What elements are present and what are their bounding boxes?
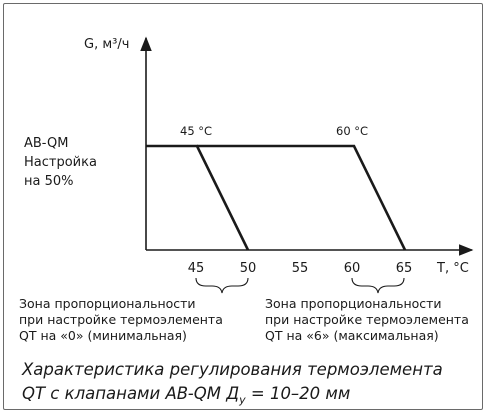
diagram-caption: Характеристика регулирования термоэлемен… [22,358,482,412]
zone-left-line: QT на «0» (минимальная) [19,328,187,343]
caption-subscript: у [239,393,246,407]
setting-label-line-1: AB-QM [24,136,68,151]
line-label-left: 45 °C [180,124,212,138]
characteristic-line-right [197,144,407,251]
y-axis-label: G, м³/ч [84,37,129,52]
x-tick-label: 60 [344,261,361,276]
x-tick-label: 55 [292,261,309,276]
zone-brace-right [351,277,405,294]
zone-right-line: QT на «6» (максимальная) [265,328,439,343]
x-tick-label: 45 [188,261,205,276]
zone-brace-left [195,277,249,294]
x-tick-label: 50 [240,261,257,276]
zone-description-right: Зона пропорциональности при настройке те… [265,296,469,344]
caption-line-2-prefix: QT с клапанами AB-QM Д [22,384,240,403]
panel-border [3,3,483,410]
zone-left-line: Зона пропорциональности [19,296,196,311]
zone-right-line: Зона пропорциональности [265,296,442,311]
caption-line-2: QT с клапанами AB-QM Ду = 10–20 мм [22,382,482,412]
caption-line-1: Характеристика регулирования термоэлемен… [22,360,443,379]
characteristic-line-left [146,144,250,251]
zone-description-left: Зона пропорциональности при настройке те… [19,296,223,344]
x-axis-label: T, °C [436,261,469,276]
setting-label-line-3: на 50% [24,174,74,189]
zone-right-line: при настройке термоэлемента [265,312,469,327]
zone-left-line: при настройке термоэлемента [19,312,223,327]
setting-label-line-2: Настройка [24,155,97,170]
x-tick-label: 65 [396,261,413,276]
caption-line-2-suffix: = 10–20 мм [245,384,351,403]
line-label-right: 60 °C [336,124,368,138]
